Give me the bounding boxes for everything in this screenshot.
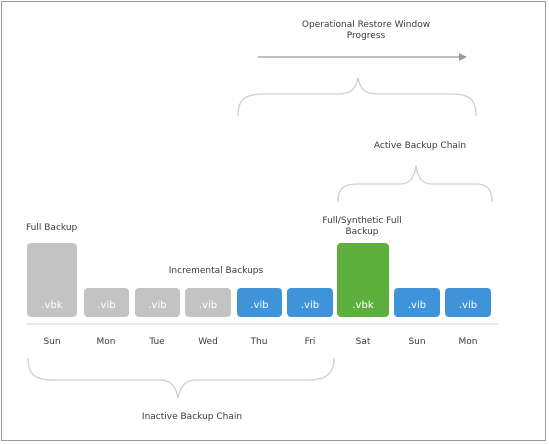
restore-window-title: Operational Restore Window Progress (301, 20, 431, 41)
block-file-label: .vib (148, 300, 167, 311)
block-file-label: .vib (198, 300, 218, 311)
inactive-chain-brace (27, 357, 335, 399)
backup-block-mon-vib: .vib (84, 288, 129, 317)
block-file-label: .vbk (352, 300, 374, 311)
day-label-mon: Mon (96, 337, 116, 347)
day-label-thu: Thu (250, 337, 268, 347)
backup-block-sat-vbk: .vbk (337, 243, 389, 317)
day-label-wed: Wed (198, 337, 218, 347)
backup-block-mon2-vib: .vib (445, 288, 491, 317)
block-file-label: .vib (458, 300, 478, 311)
block-file-label: .vib (407, 300, 427, 311)
block-file-label: .vib (250, 300, 269, 311)
day-label-sat: Sat (355, 337, 371, 347)
active-chain-label: Active Backup Chain (373, 141, 467, 151)
backup-block-wed-vib: .vib (185, 288, 231, 317)
progress-arrow (258, 53, 467, 61)
backup-block-fri-vib: .vib (287, 288, 333, 317)
backup-block-sun-vbk: .vbk (27, 243, 77, 317)
incremental-backups-label: Incremental Backups (168, 266, 264, 276)
active-chain-brace (337, 165, 493, 203)
block-file-label: .vib (97, 300, 116, 311)
full-backup-label: Full Backup (26, 223, 78, 233)
backup-block-tue-vib: .vib (135, 288, 180, 317)
block-file-label: .vbk (41, 300, 63, 311)
day-label-fri: Fri (304, 337, 316, 347)
day-label-sun2: Sun (408, 337, 426, 347)
day-label-mon2: Mon (458, 337, 478, 347)
inactive-chain-label: Inactive Backup Chain (141, 412, 243, 422)
day-label-tue: Tue (149, 337, 165, 347)
backup-block-thu-vib: .vib (237, 288, 282, 317)
full-synthetic-label: Full/Synthetic Full Backup (322, 216, 402, 237)
restore-window-brace (237, 77, 477, 117)
block-file-label: .vib (300, 300, 320, 311)
day-label-sun: Sun (43, 337, 61, 347)
backup-block-sun2-vib: .vib (394, 288, 440, 317)
